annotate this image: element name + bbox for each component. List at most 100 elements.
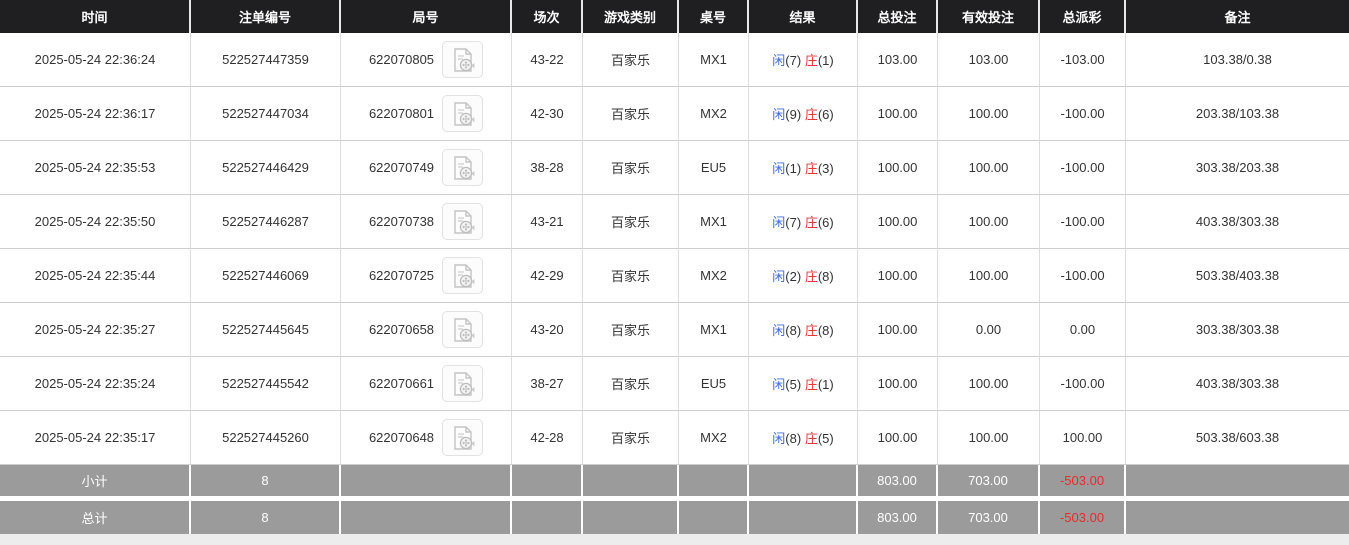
video-replay-button[interactable] — [442, 95, 484, 132]
cell-valid-bet: 100.00 — [938, 249, 1040, 303]
total-row-count: 8 — [191, 496, 341, 534]
cell-remark: 103.38/0.38 — [1126, 33, 1349, 87]
cell-game-type: 百家乐 — [583, 249, 679, 303]
total-row-empty-session — [512, 496, 583, 534]
subtotal-row-empty-round_id — [341, 465, 512, 496]
cell-table-no: EU5 — [679, 357, 749, 411]
video-replay-button[interactable] — [442, 365, 484, 402]
table-row: 2025-05-24 22:36:24 522527447359 622070805… — [0, 33, 1349, 87]
video-replay-button[interactable] — [442, 311, 484, 348]
subtotal-row-label: 小计 — [0, 465, 191, 496]
cell-time: 2025-05-24 22:35:53 — [0, 141, 191, 195]
cell-result: 闲(5) 庄(1) — [749, 357, 858, 411]
result-banker-value: (8) — [817, 323, 834, 338]
total-row-label: 总计 — [0, 496, 191, 534]
round-id-text: 622070749 — [368, 160, 435, 175]
cell-table-no: MX1 — [679, 303, 749, 357]
video-replay-button[interactable] — [442, 419, 484, 456]
cell-bet-id: 522527445645 — [191, 303, 341, 357]
result-banker-label: 庄 — [804, 431, 818, 446]
result-banker-label: 庄 — [804, 161, 818, 176]
table-row: 2025-05-24 22:35:50 522527446287 622070738… — [0, 195, 1349, 249]
subtotal-row-total-payout: -503.00 — [1040, 465, 1126, 496]
film-document-icon — [453, 101, 474, 126]
cell-result: 闲(1) 庄(3) — [749, 141, 858, 195]
result-player-value: (2) — [785, 269, 802, 284]
table-row: 2025-05-24 22:35:24 522527445542 622070661… — [0, 357, 1349, 411]
column-header-result: 结果 — [749, 0, 858, 33]
cell-session: 42-30 — [512, 87, 583, 141]
result-banker-label: 庄 — [804, 377, 818, 392]
cell-remark: 303.38/203.38 — [1126, 141, 1349, 195]
film-document-icon — [453, 371, 474, 396]
film-document-icon — [453, 155, 474, 180]
cell-round-id: 622070661 — [341, 357, 512, 411]
cell-round-id: 622070805 — [341, 33, 512, 87]
result-banker-value: (1) — [817, 377, 834, 392]
total-row-valid-bet: 703.00 — [938, 496, 1040, 534]
cell-total-bet: 100.00 — [858, 411, 938, 465]
total-row-empty-table_no — [679, 496, 749, 534]
cell-total-payout: 0.00 — [1040, 303, 1126, 357]
cell-total-payout: -100.00 — [1040, 141, 1126, 195]
video-replay-button[interactable] — [442, 203, 484, 240]
result-player-label: 闲 — [772, 377, 786, 392]
subtotal-row: 小计 8 803.00 703.00 -503.00 — [0, 465, 1349, 496]
page-background-strip — [0, 534, 1349, 544]
cell-remark: 503.38/403.38 — [1126, 249, 1349, 303]
film-document-icon — [453, 209, 474, 234]
subtotal-row-count: 8 — [191, 465, 341, 496]
cell-remark: 403.38/303.38 — [1126, 357, 1349, 411]
video-replay-button[interactable] — [442, 149, 484, 186]
result-player-value: (5) — [785, 377, 802, 392]
cell-session: 43-22 — [512, 33, 583, 87]
header-row: 时间 注单编号 局号 场次 游戏类别 桌号 结果 总投注 有效投注 总派彩 备注 — [0, 0, 1349, 33]
total-row: 总计 8 803.00 703.00 -503.00 — [0, 496, 1349, 534]
subtotal-row-empty-result — [749, 465, 858, 496]
cell-time: 2025-05-24 22:35:50 — [0, 195, 191, 249]
result-banker-value: (1) — [817, 53, 834, 68]
round-id-group: 622070648 — [369, 419, 484, 456]
total-row-total-bet: 803.00 — [858, 496, 938, 534]
cell-bet-id: 522527447359 — [191, 33, 341, 87]
cell-result: 闲(2) 庄(8) — [749, 249, 858, 303]
table-row: 2025-05-24 22:35:53 522527446429 622070749… — [0, 141, 1349, 195]
result-player-label: 闲 — [772, 269, 786, 284]
result-player-value: (7) — [785, 215, 802, 230]
cell-round-id: 622070725 — [341, 249, 512, 303]
column-header-total_payout: 总派彩 — [1040, 0, 1126, 33]
cell-session: 43-20 — [512, 303, 583, 357]
result-banker-value: (5) — [817, 431, 834, 446]
cell-session: 38-28 — [512, 141, 583, 195]
video-replay-button[interactable] — [442, 257, 484, 294]
subtotal-row-empty-table_no — [679, 465, 749, 496]
round-id-group: 622070725 — [369, 257, 484, 294]
cell-round-id: 622070648 — [341, 411, 512, 465]
cell-time: 2025-05-24 22:36:17 — [0, 87, 191, 141]
cell-valid-bet: 103.00 — [938, 33, 1040, 87]
cell-total-bet: 103.00 — [858, 33, 938, 87]
cell-remark: 403.38/303.38 — [1126, 195, 1349, 249]
cell-time: 2025-05-24 22:36:24 — [0, 33, 191, 87]
subtotal-row-total-bet: 803.00 — [858, 465, 938, 496]
cell-table-no: EU5 — [679, 141, 749, 195]
result-player-label: 闲 — [772, 107, 786, 122]
cell-game-type: 百家乐 — [583, 303, 679, 357]
result-banker-label: 庄 — [804, 323, 818, 338]
subtotal-row-empty-game_type — [583, 465, 679, 496]
cell-valid-bet: 100.00 — [938, 357, 1040, 411]
total-row-empty-result — [749, 496, 858, 534]
cell-total-payout: -100.00 — [1040, 249, 1126, 303]
result-player-label: 闲 — [772, 53, 786, 68]
column-header-table_no: 桌号 — [679, 0, 749, 33]
cell-table-no: MX2 — [679, 249, 749, 303]
cell-time: 2025-05-24 22:35:27 — [0, 303, 191, 357]
result-banker-value: (8) — [817, 269, 834, 284]
result-banker-value: (6) — [817, 107, 834, 122]
cell-valid-bet: 100.00 — [938, 195, 1040, 249]
column-header-game_type: 游戏类别 — [583, 0, 679, 33]
cell-game-type: 百家乐 — [583, 195, 679, 249]
result-banker-label: 庄 — [804, 269, 818, 284]
video-replay-button[interactable] — [442, 41, 484, 78]
result-player-value: (8) — [785, 431, 802, 446]
